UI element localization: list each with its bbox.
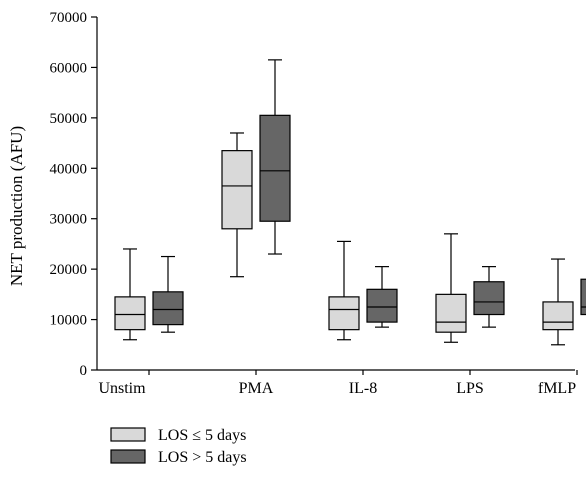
box-unstim-series-2 bbox=[152, 255, 184, 333]
iqr-box bbox=[435, 293, 467, 333]
box-plot-series bbox=[114, 59, 586, 346]
x-category-label: Unstim bbox=[98, 380, 146, 397]
box-il-8-series-2 bbox=[366, 266, 398, 328]
box-il-8-series-1 bbox=[328, 240, 360, 341]
iqr-box bbox=[473, 281, 505, 316]
iqr-box bbox=[259, 114, 291, 222]
x-category-label: LPS bbox=[456, 380, 484, 397]
y-tick-label: 50000 bbox=[50, 111, 88, 127]
x-axis: Unstim PMA IL-8 LPS fMLP bbox=[97, 369, 578, 397]
y-tick-label: 10000 bbox=[50, 313, 88, 329]
x-category-label: IL-8 bbox=[349, 380, 377, 397]
legend-swatch bbox=[110, 427, 146, 442]
box-lps-series-2 bbox=[473, 266, 505, 328]
x-category-label: PMA bbox=[239, 380, 274, 397]
legend: LOS ≤ 5 days LOS > 5 days bbox=[110, 427, 247, 466]
legend-swatch bbox=[110, 449, 146, 464]
legend-label: LOS > 5 days bbox=[158, 449, 247, 466]
iqr-box bbox=[328, 296, 360, 331]
iqr-box bbox=[542, 301, 574, 331]
box-pma-series-2 bbox=[259, 59, 291, 255]
box-fmlp-series-1 bbox=[542, 258, 574, 346]
box-lps-series-1 bbox=[435, 233, 467, 343]
y-tick-label: 40000 bbox=[50, 161, 88, 177]
iqr-box bbox=[114, 296, 146, 331]
legend-label: LOS ≤ 5 days bbox=[158, 427, 246, 444]
y-axis-title: NET production (AFU) bbox=[7, 126, 26, 286]
iqr-box bbox=[366, 288, 398, 323]
y-tick-label: 70000 bbox=[50, 10, 88, 26]
y-tick-label: 0 bbox=[80, 363, 88, 379]
y-tick-label: 60000 bbox=[50, 60, 88, 76]
x-category-label: fMLP bbox=[538, 380, 576, 397]
box-pma-series-1 bbox=[221, 132, 253, 278]
box-fmlp-series-2 bbox=[580, 278, 586, 316]
iqr-box bbox=[580, 278, 586, 316]
y-tick-label: 30000 bbox=[50, 212, 88, 228]
iqr-box bbox=[221, 150, 253, 230]
iqr-box bbox=[152, 291, 184, 326]
box-unstim-series-1 bbox=[114, 248, 146, 341]
y-tick-label: 20000 bbox=[50, 262, 88, 278]
y-axis: 0 10000 20000 30000 40000 50000 60000 70000 bbox=[50, 10, 98, 379]
